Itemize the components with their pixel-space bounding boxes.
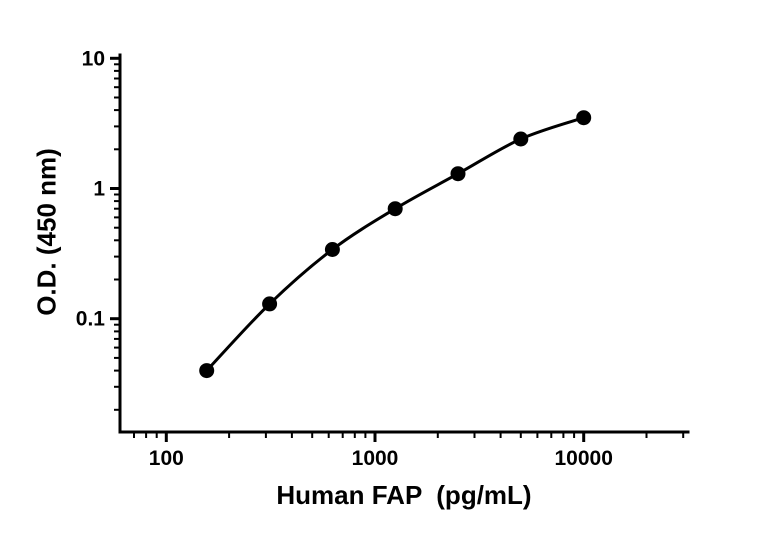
data-point [513,131,529,147]
y-tick-label: 1 [93,178,105,201]
data-point [387,201,403,217]
data-point [262,296,278,312]
y-tick-label: 10 [82,47,105,70]
data-point [324,242,340,257]
x-axis-title: Human FAP (pg/mL) [276,480,532,510]
data-point [199,363,215,379]
standard-curve-line [205,116,585,372]
data-point [576,110,592,126]
x-tick-label: 100 [149,447,184,470]
x-tick-label: 10000 [554,447,612,470]
x-tick-label: 1000 [352,447,399,470]
axes-line [118,53,690,434]
data-point [450,166,466,182]
y-tick-label: 0.1 [76,308,106,331]
y-axis-title: O.D. (450 nm) [31,148,62,316]
